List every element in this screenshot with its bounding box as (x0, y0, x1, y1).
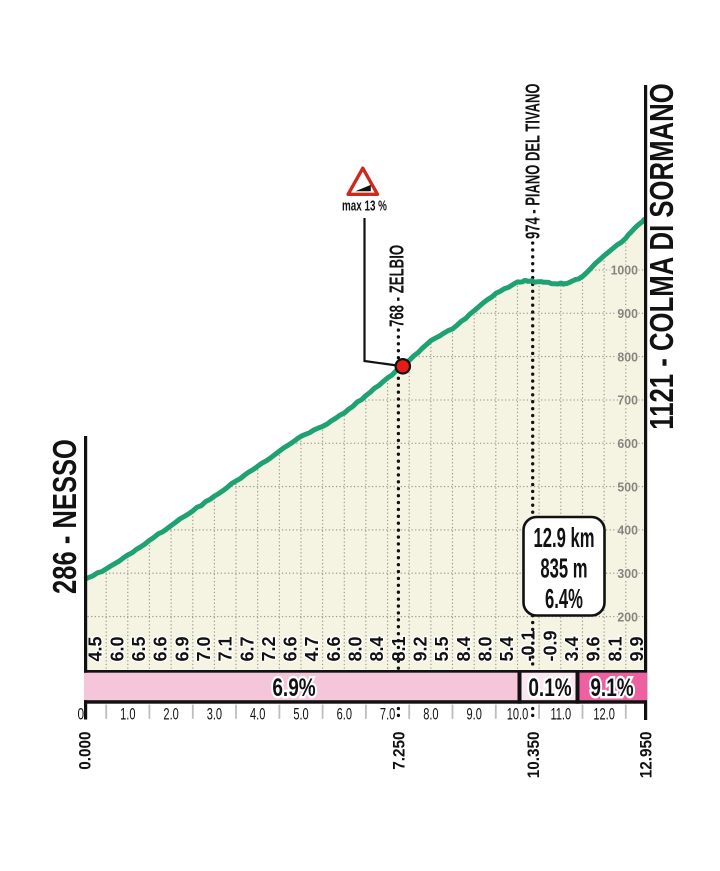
svg-text:9.2: 9.2 (411, 636, 431, 661)
svg-text:286 - NESSO: 286 - NESSO (47, 439, 84, 594)
svg-text:5.0: 5.0 (293, 704, 309, 723)
svg-text:7.0: 7.0 (194, 636, 214, 661)
svg-text:0: 0 (77, 706, 84, 724)
svg-text:6.6: 6.6 (281, 636, 301, 661)
svg-text:768 - ZELBIO: 768 - ZELBIO (386, 245, 408, 327)
svg-text:6.9: 6.9 (172, 636, 192, 661)
svg-text:6.5: 6.5 (129, 636, 149, 661)
svg-text:1000: 1000 (611, 263, 638, 277)
svg-text:8.0: 8.0 (475, 636, 495, 661)
svg-text:6.0: 6.0 (107, 636, 127, 661)
svg-text:-0.9: -0.9 (540, 630, 560, 661)
svg-text:6.4%: 6.4% (545, 583, 583, 614)
svg-text:6.9%: 6.9% (272, 673, 316, 701)
svg-text:10.0: 10.0 (507, 704, 529, 723)
svg-text:300: 300 (617, 567, 638, 581)
svg-text:500: 500 (617, 480, 638, 494)
svg-text:6.6: 6.6 (324, 636, 344, 661)
svg-text:8.4: 8.4 (367, 636, 387, 661)
svg-text:700: 700 (617, 393, 638, 407)
svg-text:8.4: 8.4 (454, 636, 474, 661)
svg-text:0.000: 0.000 (76, 731, 95, 769)
svg-text:4.7: 4.7 (302, 636, 322, 661)
svg-text:900: 900 (617, 307, 638, 321)
svg-text:9.6: 9.6 (584, 636, 604, 661)
svg-text:max 13 %: max 13 % (342, 198, 387, 214)
svg-text:835 m: 835 m (540, 552, 587, 583)
svg-text:7.250: 7.250 (390, 731, 409, 769)
svg-text:974 - PIANO DEL TIVANO: 974 - PIANO DEL TIVANO (522, 84, 545, 239)
svg-text:7.2: 7.2 (259, 636, 279, 661)
svg-text:1.0: 1.0 (120, 704, 136, 723)
svg-text:3.4: 3.4 (562, 636, 582, 661)
svg-text:12.950: 12.950 (637, 731, 656, 778)
svg-text:9.1%: 9.1% (590, 673, 634, 701)
svg-text:9.9: 9.9 (627, 636, 647, 661)
svg-text:1121 - COLMA DI SORMANO: 1121 - COLMA DI SORMANO (644, 83, 681, 429)
svg-text:6.7: 6.7 (237, 636, 257, 661)
svg-text:7.0: 7.0 (380, 704, 396, 723)
svg-text:9.0: 9.0 (467, 704, 483, 723)
svg-text:600: 600 (617, 437, 638, 451)
svg-text:4.5: 4.5 (86, 636, 106, 661)
svg-text:12.9 km: 12.9 km (533, 522, 594, 553)
svg-text:4.0: 4.0 (250, 704, 266, 723)
svg-text:400: 400 (617, 523, 638, 537)
svg-text:8.0: 8.0 (423, 704, 439, 723)
svg-text:11.0: 11.0 (550, 704, 571, 723)
svg-text:-0.1: -0.1 (519, 630, 539, 661)
svg-text:8.1: 8.1 (605, 636, 625, 661)
svg-text:10.350: 10.350 (524, 731, 543, 778)
svg-text:2.0: 2.0 (163, 704, 179, 723)
svg-text:8.0: 8.0 (346, 636, 366, 661)
svg-text:5.4: 5.4 (497, 636, 517, 661)
svg-text:6.0: 6.0 (337, 704, 353, 723)
svg-text:12.0: 12.0 (593, 704, 615, 723)
svg-text:6.6: 6.6 (151, 636, 171, 661)
svg-text:3.0: 3.0 (207, 704, 223, 723)
svg-text:7.1: 7.1 (216, 636, 236, 661)
svg-text:200: 200 (617, 610, 638, 624)
svg-text:5.5: 5.5 (432, 636, 452, 661)
svg-text:0.1%: 0.1% (528, 673, 572, 701)
svg-text:800: 800 (617, 350, 638, 364)
